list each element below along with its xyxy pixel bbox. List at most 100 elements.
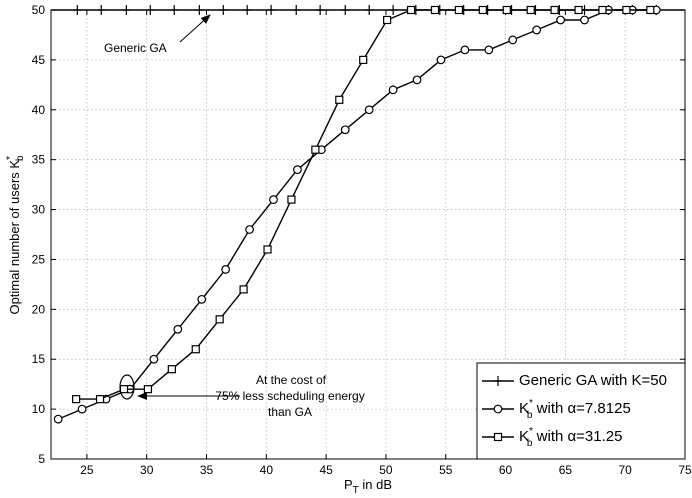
x-axis-label-sub: T: [353, 485, 359, 496]
data-point-circle: [532, 25, 542, 35]
data-point-circle: [340, 125, 350, 135]
annotation-cost-line3: than GA: [268, 405, 312, 419]
y-axis-label-main: Optimal number of users K: [7, 160, 22, 315]
x-tick-label: 70: [619, 463, 633, 477]
data-point-square: [287, 195, 296, 204]
annotation-generic-ga-arrow: [179, 14, 211, 43]
axis-ticks: 25 30 35 40 45 50 55 60 65 70 75 5 10 15 20 25 30 35 40 45 5…: [32, 3, 692, 477]
x-tick-label: 55: [439, 463, 453, 477]
legend-entry-alpha-31-25-sup: *: [529, 426, 533, 437]
series-line-square: [76, 9, 651, 400]
data-point-square: [191, 345, 200, 354]
legend-entry-alpha-31-25-sub: b: [527, 438, 533, 449]
y-tick-label: 50: [32, 3, 46, 17]
data-point-circle: [149, 354, 159, 364]
data-point-square: [454, 5, 464, 15]
y-tick-label: 10: [32, 402, 46, 416]
x-tick-label: 45: [319, 463, 333, 477]
data-point-square: [119, 385, 129, 394]
data-point-circle: [388, 85, 398, 95]
y-axis-label: Optimal number of users K*b: [5, 155, 26, 315]
legend-marker-square: [493, 432, 503, 442]
x-tick-label: 60: [499, 463, 513, 477]
data-point-circle: [269, 195, 278, 204]
data-point-circle: [556, 15, 565, 25]
x-tick-label: 35: [200, 463, 214, 477]
legend-entry-alpha-31-25: K* b with α=31.25: [519, 426, 622, 449]
data-point-square: [311, 145, 320, 154]
data-point-square: [383, 15, 392, 25]
y-axis-label-sub: b: [15, 155, 26, 161]
y-tick-label: 35: [32, 153, 46, 167]
y-tick-label: 15: [32, 352, 46, 366]
data-point-circle: [245, 225, 254, 234]
grid: [51, 10, 685, 459]
legend-entry-alpha-7-8125-rest: with α=7.8125: [532, 400, 630, 417]
legend-box: [476, 362, 686, 460]
legend-entry-alpha-31-25-main: K: [519, 428, 529, 445]
data-point-square: [430, 5, 440, 15]
legend: Generic GA with K=50 K* b with α=7.8125 K…: [476, 362, 686, 460]
legend-entry-alpha-31-25-rest: with α=31.25: [532, 428, 622, 445]
x-tick-label: 65: [559, 463, 573, 477]
data-point-circle: [221, 265, 231, 274]
data-point-square: [263, 245, 272, 254]
annotation-generic-ga: Generic GA: [104, 41, 167, 55]
data-point-circle: [364, 105, 374, 115]
series-line-circle: [57, 9, 657, 420]
legend-entry-generic-ga: Generic GA with K=50: [519, 372, 667, 389]
data-point-square: [335, 95, 344, 104]
data-point-square: [95, 395, 105, 404]
y-axis-label-sup: *: [5, 156, 16, 160]
data-point-square: [550, 5, 559, 15]
y-tick-label: 30: [32, 203, 46, 217]
data-point-square: [167, 365, 176, 374]
data-point-circle: [77, 404, 87, 414]
legend-entry-alpha-7-8125-sub: b: [527, 410, 533, 421]
data-point-circle: [460, 45, 470, 55]
x-axis-label-suffix: in dB: [359, 477, 392, 492]
data-point-square: [72, 395, 81, 404]
y-tick-label: 5: [38, 452, 45, 466]
data-point-square: [406, 5, 416, 15]
data-point-square: [526, 5, 535, 15]
series-square: [72, 5, 655, 404]
data-point-square: [574, 5, 583, 15]
x-tick-label: 50: [379, 463, 393, 477]
x-tick-label: 30: [140, 463, 154, 477]
data-point-square: [215, 315, 224, 324]
data-point-square: [646, 5, 655, 15]
data-point-square: [622, 5, 631, 15]
x-tick-label: 75: [678, 463, 692, 477]
data-point-circle: [53, 414, 63, 424]
data-point-circle: [436, 55, 446, 65]
data-point-circle: [412, 75, 422, 85]
legend-entry-alpha-7-8125: K* b with α=7.8125: [519, 398, 631, 421]
data-point-circle: [173, 324, 183, 334]
data-point-circle: [484, 45, 494, 55]
y-tick-label: 40: [32, 103, 46, 117]
data-point-square: [239, 285, 248, 294]
legend-entry-alpha-7-8125-sup: *: [529, 398, 533, 409]
y-tick-label: 20: [32, 302, 46, 316]
x-tick-label: 25: [80, 463, 94, 477]
data-point-square: [598, 5, 607, 15]
x-axis-label-main: P: [344, 477, 353, 492]
data-point-square: [478, 5, 487, 15]
annotation-cost-line1: At the cost of: [256, 373, 327, 387]
data-point-circle: [197, 294, 207, 304]
y-tick-label: 45: [32, 53, 46, 67]
annotation-crossing-ellipse: [119, 374, 135, 400]
y-tick-label: 25: [32, 252, 46, 266]
data-point-circle: [580, 15, 589, 25]
series: [51, 5, 685, 424]
annotation-cost-line2: 75% less scheduling energy: [215, 389, 364, 403]
data-point-circle: [293, 165, 302, 175]
data-point-circle: [508, 35, 518, 45]
legend-markers: [482, 376, 514, 442]
legend-marker-circle: [493, 404, 503, 414]
data-point-square: [359, 55, 368, 64]
x-axis-label: PT in dB: [344, 477, 392, 496]
